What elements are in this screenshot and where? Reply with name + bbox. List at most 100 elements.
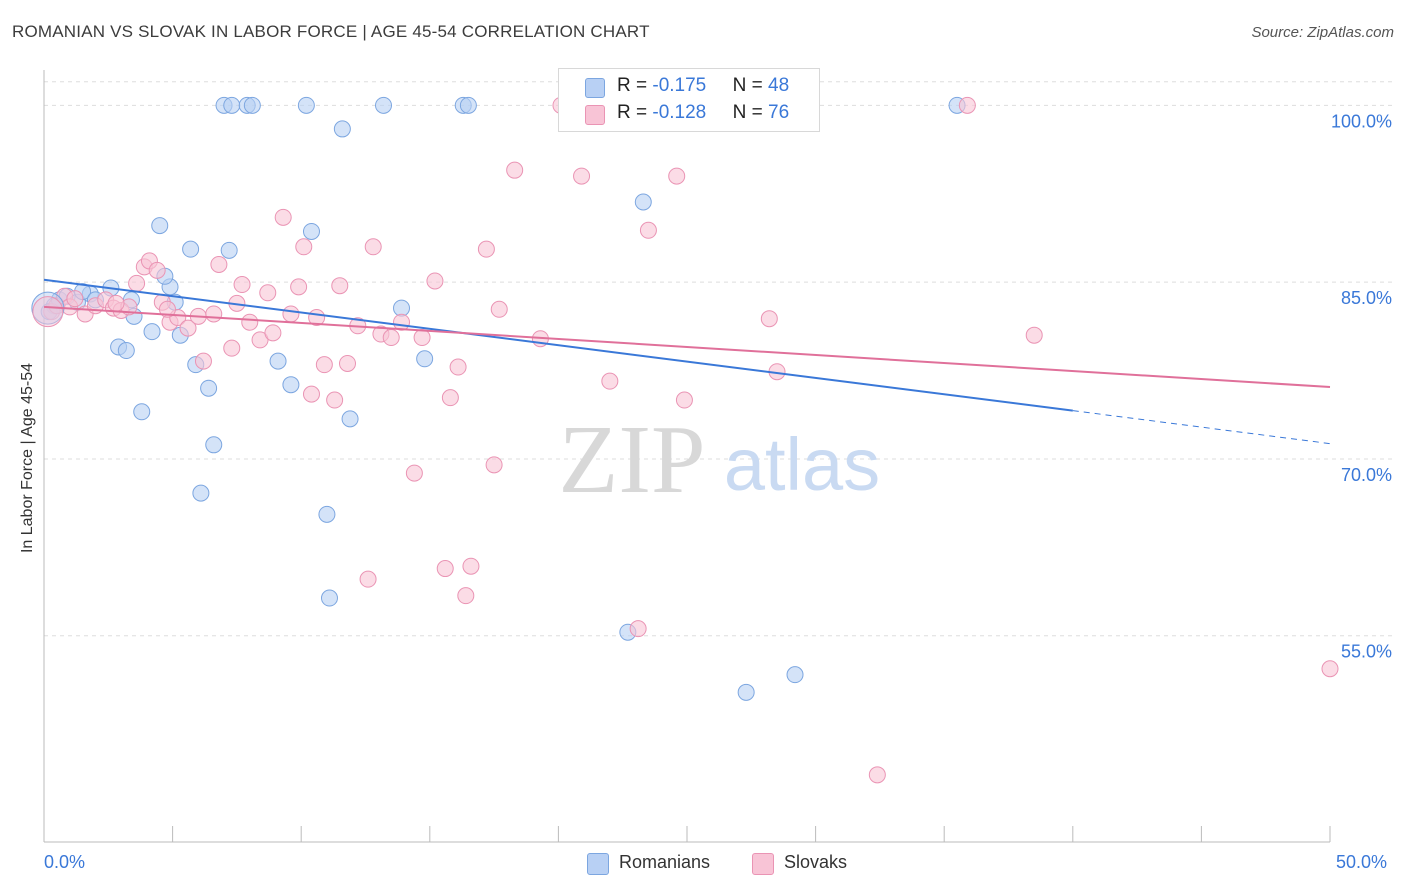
- slovak-point: [477, 240, 495, 258]
- romanian-point: [220, 241, 238, 259]
- x-tick-label-min: 0.0%: [44, 852, 86, 872]
- r-label: R =: [617, 75, 653, 96]
- slovak-point: [359, 570, 377, 588]
- romanian-point: [333, 120, 351, 138]
- source-note: Source: ZipAtlas.com: [1251, 24, 1394, 41]
- slovak-point: [241, 313, 259, 331]
- trend-layer: [43, 278, 1331, 445]
- y-tick-label: 100.0%: [1331, 111, 1392, 131]
- slovak-point: [158, 300, 176, 318]
- slovak-point: [490, 300, 508, 318]
- slovak-point: [462, 557, 480, 575]
- r-value: -0.128: [652, 102, 707, 123]
- romanian-point: [243, 96, 261, 114]
- slovak-point: [194, 352, 212, 370]
- slovak-point: [107, 294, 125, 312]
- watermark-atlas: atlas: [724, 423, 880, 506]
- x-tick-label-max: 50.0%: [1336, 852, 1388, 872]
- romanian-point: [302, 222, 320, 240]
- slovak-point: [326, 391, 344, 409]
- slovak-point: [251, 331, 269, 349]
- slovak-point: [148, 261, 166, 279]
- romanian-point: [200, 379, 218, 397]
- stats-legend: R = -0.175 N = 48 R = -0.128 N = 76: [558, 68, 820, 132]
- romanian-point: [320, 589, 338, 607]
- romanian-point: [223, 96, 241, 114]
- slovak-point: [426, 272, 444, 290]
- axis-layer: [43, 70, 1331, 843]
- y-axis-label: In Labor Force | Age 45-54: [19, 362, 36, 554]
- romanians-legend-swatch: [587, 853, 609, 875]
- y-tick-label: 85.0%: [1341, 288, 1392, 308]
- romanian-point: [341, 410, 359, 428]
- slovak-point: [601, 372, 619, 390]
- romanian-point: [133, 403, 151, 421]
- romanian-point: [393, 299, 411, 317]
- slovak-point: [506, 161, 524, 179]
- r-value: -0.175: [652, 75, 707, 96]
- romanian-point: [416, 350, 434, 368]
- romanian-point: [143, 323, 161, 341]
- n-value: 48: [768, 75, 790, 96]
- y-tick-labels: 55.0% 70.0% 85.0% 100.0%: [1331, 111, 1392, 661]
- romanian-point: [282, 376, 300, 394]
- r-label: R =: [617, 102, 653, 123]
- slovak-point: [382, 329, 400, 347]
- slovak-point: [179, 319, 197, 337]
- slovak-point: [485, 456, 503, 474]
- romanian-point: [205, 436, 223, 454]
- slovak-point: [233, 276, 251, 294]
- chart-title: ROMANIAN VS SLOVAK IN LABOR FORCE | AGE …: [12, 22, 650, 41]
- n-label: N =: [732, 75, 769, 96]
- slovak-point: [210, 255, 228, 273]
- slovak-point: [449, 358, 467, 376]
- romanian-point: [459, 96, 477, 114]
- slovak-point: [274, 208, 292, 226]
- slovak-point: [668, 167, 686, 185]
- slovak-point: [205, 305, 223, 323]
- slovak-point: [760, 310, 778, 328]
- slovak-point: [868, 766, 886, 784]
- slovak-point: [264, 324, 282, 342]
- slovak-point: [1321, 660, 1339, 678]
- legend-label-romanians: Romanians: [619, 852, 711, 872]
- slovak-point: [405, 464, 423, 482]
- slovak-point: [1025, 326, 1043, 344]
- n-label: N =: [732, 102, 769, 123]
- slovak-point: [958, 96, 976, 114]
- slovak-point: [302, 385, 320, 403]
- romanian-point: [297, 96, 315, 114]
- y-tick-label: 70.0%: [1341, 465, 1392, 485]
- romanian-point: [192, 484, 210, 502]
- romanian-point: [269, 352, 287, 370]
- watermark: ZIP atlas: [559, 406, 881, 514]
- romanian-point: [151, 217, 169, 235]
- slovak-point: [629, 620, 647, 638]
- slovak-point: [223, 339, 241, 357]
- slovak-point: [66, 290, 84, 308]
- watermark-zip: ZIP: [559, 406, 706, 514]
- y-tick-label: 55.0%: [1341, 642, 1392, 662]
- slovak-point: [393, 313, 411, 331]
- slovak-point: [128, 274, 146, 292]
- legend-label-slovaks: Slovaks: [784, 852, 848, 872]
- slovak-point: [413, 329, 431, 347]
- romanian-point: [786, 666, 804, 684]
- grid-layer: [44, 81, 1392, 637]
- slovak-point: [290, 278, 308, 296]
- slovak-point: [295, 238, 313, 256]
- romanian-point: [737, 683, 755, 701]
- romanian-point: [182, 240, 200, 258]
- slovak-point: [259, 284, 277, 302]
- romanian-point: [634, 193, 652, 211]
- slovak-cluster-point: [32, 296, 64, 328]
- slovak-point: [441, 389, 459, 407]
- romanians-swatch: [585, 78, 605, 98]
- slovak-point: [282, 305, 300, 323]
- romanians-trend-line: [43, 278, 1073, 412]
- slovak-point: [573, 167, 591, 185]
- slovaks-trend-line: [43, 305, 1331, 389]
- romanian-point: [117, 342, 135, 360]
- slovak-point: [315, 356, 333, 374]
- slovak-point: [457, 587, 475, 605]
